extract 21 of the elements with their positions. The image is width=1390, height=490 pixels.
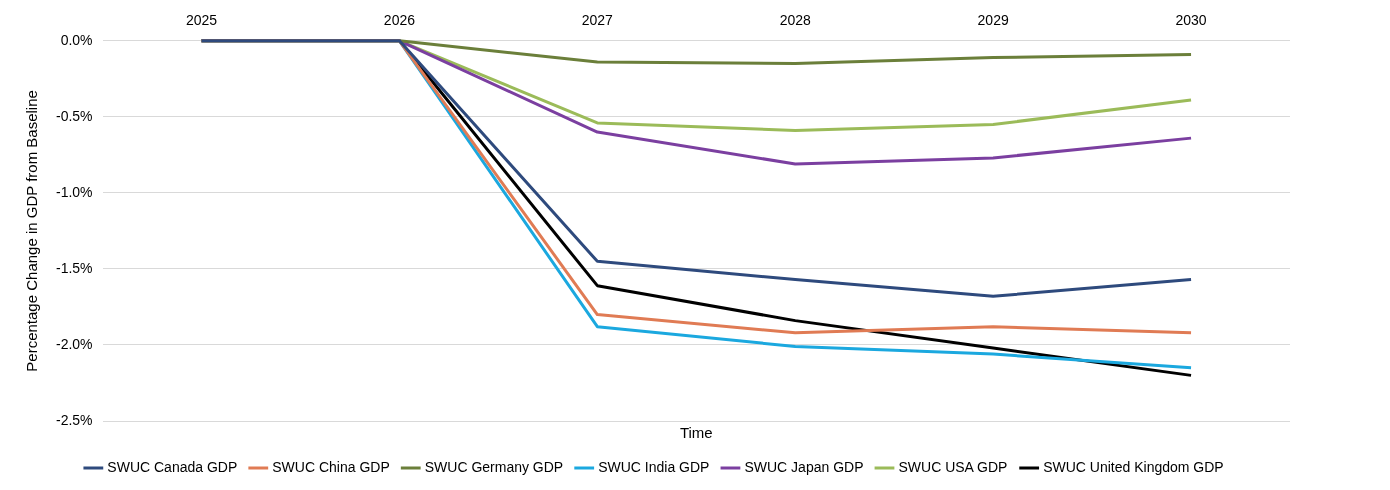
legend-label: SWUC China GDP — [272, 458, 390, 475]
x-tick-label: 2025 — [185, 12, 218, 29]
y-tick-label: 0.0% — [60, 31, 93, 48]
x-tick-label: 2028 — [779, 12, 812, 29]
legend-label: SWUC United Kingdom GDP — [1043, 458, 1224, 475]
x-tick-label: 2029 — [977, 12, 1009, 29]
y-tick-label: -1.0% — [55, 183, 93, 200]
legend-label: SWUC Japan GDP — [744, 458, 864, 475]
x-tick-label: 2026 — [383, 12, 416, 29]
y-tick-label: -2.5% — [55, 411, 93, 428]
legend-label: SWUC USA GDP — [898, 458, 1008, 475]
y-tick-label: -1.5% — [55, 259, 93, 276]
y-tick-label: -0.5% — [55, 107, 93, 124]
x-axis-title: Time — [679, 424, 713, 442]
x-tick-label: 2030 — [1175, 12, 1207, 29]
legend-label: SWUC Canada GDP — [107, 458, 238, 475]
legend-label: SWUC India GDP — [598, 458, 710, 475]
y-tick-label: -2.0% — [55, 335, 93, 352]
legend-label: SWUC Germany GDP — [424, 458, 564, 475]
y-axis-title: Percentage Change in GDP from Baseline — [23, 90, 41, 372]
x-tick-label: 2027 — [581, 12, 614, 29]
